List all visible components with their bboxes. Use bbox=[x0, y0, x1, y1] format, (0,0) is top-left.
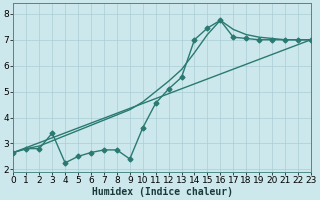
X-axis label: Humidex (Indice chaleur): Humidex (Indice chaleur) bbox=[92, 186, 233, 197]
